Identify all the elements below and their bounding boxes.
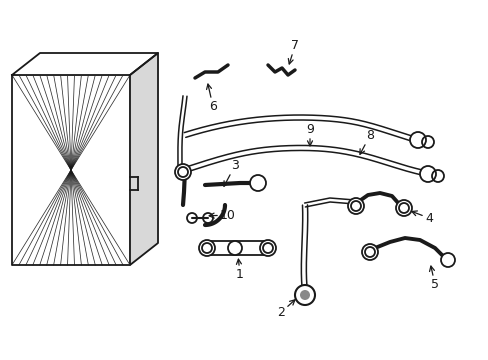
Text: 4: 4 xyxy=(411,211,432,225)
Circle shape xyxy=(249,175,265,191)
Circle shape xyxy=(361,244,377,260)
Text: 2: 2 xyxy=(277,300,294,319)
Text: 1: 1 xyxy=(236,259,244,281)
Circle shape xyxy=(175,164,191,180)
Circle shape xyxy=(440,253,454,267)
Text: 5: 5 xyxy=(428,266,438,291)
Text: 8: 8 xyxy=(359,129,373,154)
Polygon shape xyxy=(12,53,158,75)
Text: 7: 7 xyxy=(288,39,298,64)
Circle shape xyxy=(299,290,309,300)
Text: 6: 6 xyxy=(206,84,217,113)
Circle shape xyxy=(178,167,187,177)
Circle shape xyxy=(227,241,242,255)
Polygon shape xyxy=(209,241,264,255)
Circle shape xyxy=(199,240,215,256)
Text: 10: 10 xyxy=(209,208,235,221)
Polygon shape xyxy=(130,53,158,265)
Circle shape xyxy=(395,200,411,216)
Circle shape xyxy=(260,240,275,256)
Circle shape xyxy=(294,285,314,305)
Circle shape xyxy=(347,198,363,214)
Polygon shape xyxy=(12,75,130,265)
Text: 3: 3 xyxy=(224,159,239,186)
Text: 9: 9 xyxy=(305,123,313,146)
